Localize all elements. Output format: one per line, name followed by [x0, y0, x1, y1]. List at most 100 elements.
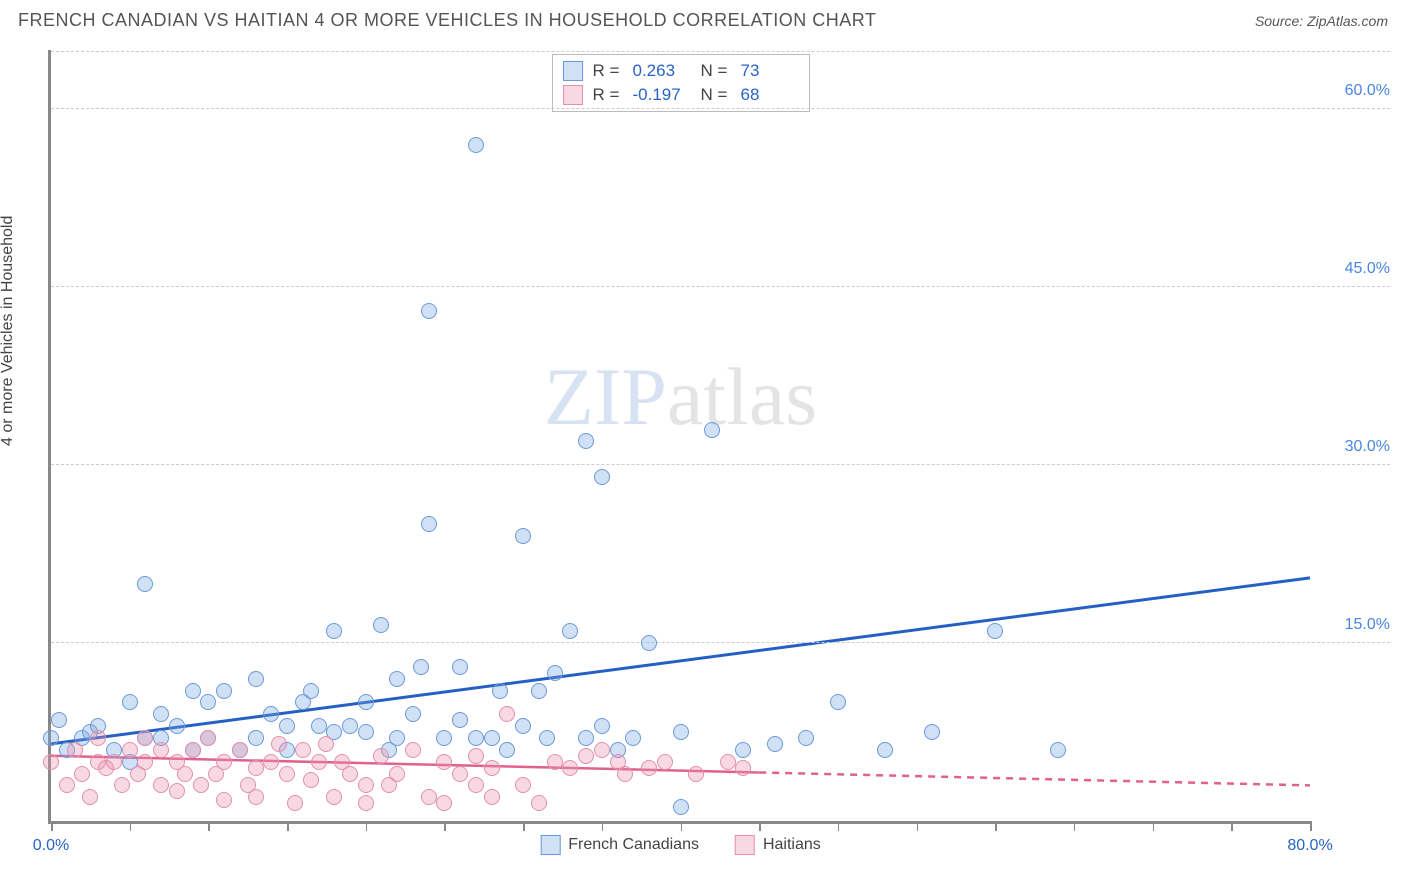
- x-tick: [130, 821, 132, 831]
- data-point: [515, 777, 531, 793]
- header: FRENCH CANADIAN VS HAITIAN 4 OR MORE VEH…: [0, 0, 1406, 37]
- data-point: [594, 469, 610, 485]
- data-point: [67, 742, 83, 758]
- data-point: [452, 659, 468, 675]
- data-point: [358, 795, 374, 811]
- data-point: [51, 712, 67, 728]
- data-point: [405, 742, 421, 758]
- data-point: [303, 772, 319, 788]
- data-point: [877, 742, 893, 758]
- legend-stat-row: R = 0.263 N = 73: [563, 59, 799, 83]
- data-point: [373, 748, 389, 764]
- grid-line: [51, 286, 1390, 287]
- data-point: [578, 433, 594, 449]
- data-point: [216, 754, 232, 770]
- data-point: [342, 766, 358, 782]
- data-point: [515, 718, 531, 734]
- data-point: [499, 706, 515, 722]
- data-point: [295, 742, 311, 758]
- data-point: [169, 783, 185, 799]
- legend-item: French Canadians: [540, 835, 699, 855]
- data-point: [185, 683, 201, 699]
- data-point: [216, 792, 232, 808]
- data-point: [547, 754, 563, 770]
- data-point: [562, 623, 578, 639]
- data-point: [578, 730, 594, 746]
- data-point: [547, 665, 563, 681]
- x-tick: [917, 821, 919, 831]
- x-tick-label: 80.0%: [1287, 837, 1332, 855]
- data-point: [673, 724, 689, 740]
- data-point: [311, 754, 327, 770]
- data-point: [594, 718, 610, 734]
- legend-item: Haitians: [735, 835, 821, 855]
- x-tick: [1310, 821, 1312, 831]
- x-tick: [681, 821, 683, 831]
- data-point: [405, 706, 421, 722]
- grid-line: [51, 51, 1390, 52]
- data-point: [106, 754, 122, 770]
- x-tick: [51, 821, 53, 831]
- data-point: [342, 718, 358, 734]
- data-point: [468, 730, 484, 746]
- data-point: [987, 623, 1003, 639]
- data-point: [735, 760, 751, 776]
- data-point: [704, 422, 720, 438]
- data-point: [200, 694, 216, 710]
- data-point: [169, 718, 185, 734]
- data-point: [924, 724, 940, 740]
- data-point: [248, 789, 264, 805]
- x-tick: [759, 821, 761, 831]
- x-tick: [995, 821, 997, 831]
- legend-swatch: [563, 85, 583, 105]
- data-point: [594, 742, 610, 758]
- data-point: [641, 760, 657, 776]
- data-point: [499, 742, 515, 758]
- data-point: [137, 576, 153, 592]
- data-point: [373, 617, 389, 633]
- data-point: [177, 766, 193, 782]
- data-point: [200, 730, 216, 746]
- watermark: ZIPatlas: [544, 350, 817, 444]
- legend-swatch: [735, 835, 755, 855]
- data-point: [389, 730, 405, 746]
- data-point: [421, 789, 437, 805]
- grid-line: [51, 642, 1390, 643]
- data-point: [59, 777, 75, 793]
- grid-line: [51, 464, 1390, 465]
- data-point: [358, 777, 374, 793]
- data-point: [578, 748, 594, 764]
- x-tick: [1153, 821, 1155, 831]
- data-point: [625, 730, 641, 746]
- data-point: [122, 694, 138, 710]
- data-point: [137, 754, 153, 770]
- data-point: [617, 766, 633, 782]
- data-point: [122, 742, 138, 758]
- scatter-chart: ZIPatlas R = 0.263 N = 73R = -0.197 N = …: [48, 50, 1310, 824]
- data-point: [531, 683, 547, 699]
- data-point: [271, 736, 287, 752]
- x-tick: [838, 821, 840, 831]
- data-point: [216, 683, 232, 699]
- data-point: [153, 706, 169, 722]
- data-point: [137, 730, 153, 746]
- x-tick: [444, 821, 446, 831]
- data-point: [421, 303, 437, 319]
- grid-line: [51, 108, 1390, 109]
- x-tick: [287, 821, 289, 831]
- data-point: [114, 777, 130, 793]
- y-tick-label: 30.0%: [1345, 438, 1390, 456]
- data-point: [484, 730, 500, 746]
- series-legend: French Canadians Haitians: [540, 835, 821, 855]
- data-point: [657, 754, 673, 770]
- trend-lines: [51, 50, 1310, 821]
- data-point: [436, 730, 452, 746]
- data-point: [492, 683, 508, 699]
- legend-label: Haitians: [763, 836, 821, 854]
- data-point: [468, 777, 484, 793]
- data-point: [318, 736, 334, 752]
- data-point: [452, 766, 468, 782]
- data-point: [468, 748, 484, 764]
- data-point: [263, 706, 279, 722]
- y-tick-label: 45.0%: [1345, 260, 1390, 278]
